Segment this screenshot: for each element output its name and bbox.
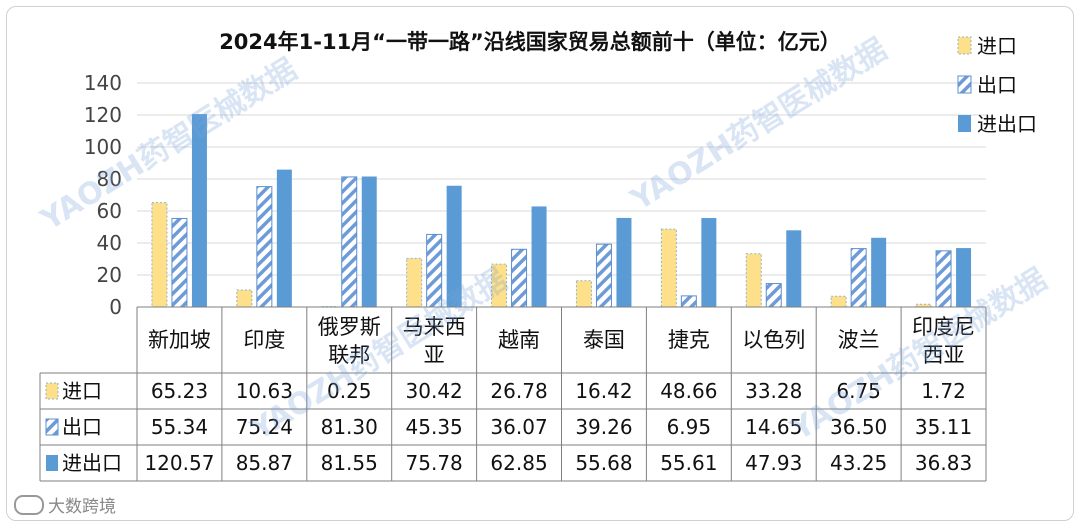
footer-brand: 大数跨境 (48, 497, 116, 517)
bar-进出口 (446, 185, 462, 307)
bar-出口 (680, 295, 697, 308)
y-tick-label: 80 (97, 167, 122, 191)
y-tick-label: 60 (97, 199, 122, 223)
bar-进出口 (531, 206, 547, 307)
data-label: 65.23 (151, 379, 208, 403)
category-label: 马来西 (403, 315, 466, 339)
data-label: 0.25 (327, 379, 372, 403)
data-label: 120.57 (144, 451, 214, 475)
category-label: 捷克 (668, 328, 710, 352)
table-legend-key (45, 382, 59, 400)
chart-title: 2024年1-11月“一带一路”沿线国家贸易总额前十（单位：亿元） (219, 30, 841, 54)
data-label: 36.83 (915, 451, 972, 475)
legend-key (957, 36, 972, 55)
data-label: 33.28 (745, 379, 802, 403)
table-row-header: 出口 (62, 415, 102, 439)
data-label: 81.55 (321, 451, 378, 475)
bar-进出口 (786, 230, 802, 307)
data-label: 75.24 (236, 415, 293, 439)
bar-进口 (745, 253, 762, 308)
bar-出口 (426, 233, 443, 308)
data-label: 85.87 (236, 451, 293, 475)
category-label: 俄罗斯 (318, 315, 381, 339)
y-tick-label: 100 (84, 135, 122, 159)
category-label: 联邦 (328, 343, 370, 367)
bar-进口 (830, 295, 847, 308)
bar-进口 (491, 263, 508, 308)
bar-出口 (765, 283, 782, 308)
y-tick-label: 0 (109, 295, 122, 319)
data-label: 81.30 (321, 415, 378, 439)
category-label: 印度 (243, 328, 285, 352)
bar-进出口 (276, 169, 292, 307)
category-label: 新加坡 (148, 328, 211, 352)
footer: 大数跨境 (14, 492, 116, 517)
data-label: 6.95 (667, 415, 712, 439)
legend-key (958, 115, 971, 132)
bar-出口 (256, 186, 273, 308)
category-label: 以色列 (742, 328, 805, 352)
bar-出口 (511, 248, 528, 308)
bar-进口 (236, 289, 253, 308)
data-label: 36.50 (830, 415, 887, 439)
data-label: 45.35 (406, 415, 463, 439)
data-label: 26.78 (490, 379, 547, 403)
data-label: 43.25 (830, 451, 887, 475)
y-tick-label: 40 (97, 231, 122, 255)
bar-出口 (171, 217, 188, 308)
data-label: 55.68 (575, 451, 632, 475)
table-legend-key (45, 418, 59, 436)
legend-label: 出口 (977, 73, 1017, 97)
bar-进口 (575, 280, 592, 308)
category-label: 越南 (498, 328, 540, 352)
bar-进口 (660, 228, 677, 308)
data-label: 30.42 (406, 379, 463, 403)
legend-key (957, 75, 972, 94)
table-legend-key (46, 455, 58, 471)
bar-出口 (850, 248, 867, 308)
legend-label: 进出口 (977, 112, 1037, 136)
data-label: 10.63 (236, 379, 293, 403)
data-label: 36.07 (490, 415, 547, 439)
bar-进出口 (361, 176, 377, 307)
bar-进出口 (191, 114, 207, 307)
data-label: 16.42 (575, 379, 632, 403)
data-label: 6.75 (836, 379, 881, 403)
data-label: 1.72 (921, 379, 966, 403)
bar-出口 (595, 243, 612, 308)
category-label: 亚 (424, 343, 445, 367)
data-label: 39.26 (575, 415, 632, 439)
brand-logo-icon (14, 495, 44, 515)
data-label: 35.11 (915, 415, 972, 439)
table-row-header: 进口 (62, 379, 102, 403)
category-label: 泰国 (583, 328, 625, 352)
bar-出口 (935, 250, 952, 308)
data-label: 47.93 (745, 451, 802, 475)
bar-进出口 (701, 218, 717, 307)
y-tick-label: 140 (84, 71, 122, 95)
bar-进口 (151, 202, 168, 308)
legend-label: 进口 (977, 34, 1017, 58)
category-label: 波兰 (838, 328, 880, 352)
table-row-header: 进出口 (62, 451, 122, 475)
category-label: 西亚 (923, 343, 965, 367)
bar-进出口 (871, 237, 887, 307)
bar-出口 (341, 176, 358, 308)
y-tick-label: 120 (84, 103, 122, 127)
data-label: 62.85 (490, 451, 547, 475)
data-label: 14.65 (745, 415, 802, 439)
bar-进出口 (956, 248, 972, 307)
category-label: 印度尼 (912, 315, 975, 339)
data-label: 48.66 (660, 379, 717, 403)
data-label: 55.34 (151, 415, 208, 439)
bar-进口 (406, 257, 423, 308)
data-label: 55.61 (660, 451, 717, 475)
bar-进出口 (616, 217, 632, 307)
data-label: 75.78 (406, 451, 463, 475)
y-tick-label: 20 (97, 263, 122, 287)
